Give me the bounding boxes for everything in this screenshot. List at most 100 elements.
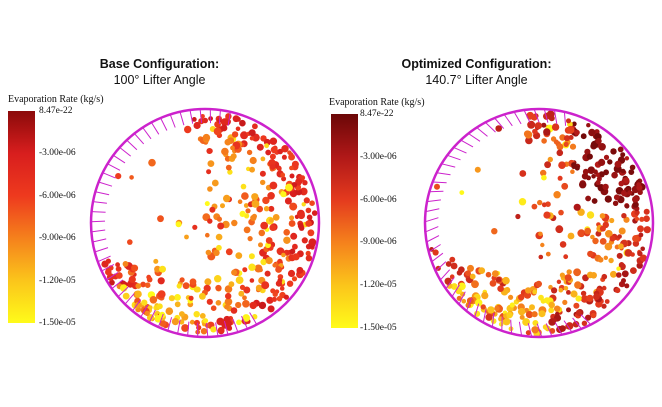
lifter [241, 315, 248, 330]
particle [249, 136, 255, 141]
particle [206, 298, 213, 305]
particle [296, 266, 304, 274]
colorbar-tick-label: 8.47e-22 [39, 106, 73, 116]
particle [495, 125, 502, 132]
particle [603, 169, 609, 176]
lifter [249, 312, 258, 325]
lifter [545, 323, 553, 337]
particle [605, 230, 613, 238]
particle [283, 236, 291, 244]
lifter [494, 117, 505, 129]
lifter [424, 217, 439, 223]
particle [249, 278, 255, 283]
particle [144, 310, 150, 317]
particle [590, 234, 595, 240]
particle [223, 194, 231, 203]
lifter [503, 114, 513, 127]
particle [525, 330, 531, 336]
panel-title-line1: Base Configuration: [99, 57, 220, 71]
lifter [460, 139, 474, 148]
particle [309, 200, 315, 206]
lifter [536, 323, 543, 338]
lifter [468, 133, 481, 142]
particle [585, 195, 591, 202]
particle [159, 319, 167, 327]
particle [556, 279, 562, 284]
particle [632, 201, 639, 208]
particle [246, 149, 253, 156]
particle [258, 229, 266, 237]
particle [204, 201, 210, 207]
colorbar-tick-label: 8.47e-22 [360, 109, 394, 119]
particle [616, 266, 621, 271]
particle [540, 169, 547, 177]
lifter [432, 181, 447, 184]
particle [566, 125, 575, 134]
particle [489, 280, 497, 287]
particle [574, 129, 580, 136]
lifter [426, 235, 440, 243]
particle [566, 269, 572, 275]
particle [558, 287, 564, 293]
particle [221, 147, 229, 156]
particle [614, 287, 621, 294]
particle [624, 249, 633, 257]
particle [548, 284, 553, 290]
panel-title-line2: 140.7° Lifter Angle [425, 73, 528, 87]
particle [553, 191, 561, 199]
particle [610, 270, 617, 278]
colorbar-label: Evaporation Rate (kg/s) [329, 97, 425, 108]
particle [146, 276, 153, 283]
colorbar-tick-label: -9.00e-06 [360, 237, 397, 248]
lifter [169, 114, 176, 128]
particle [153, 258, 159, 264]
particle [236, 319, 242, 326]
particle [577, 208, 585, 216]
particle [285, 183, 293, 192]
particle [611, 171, 618, 179]
particle [498, 321, 504, 327]
particle [288, 152, 294, 157]
particle [581, 320, 588, 326]
particle [249, 156, 257, 165]
particle [566, 290, 571, 295]
lifter [98, 181, 113, 187]
lifter [453, 146, 467, 154]
particle [243, 203, 249, 208]
particle [239, 210, 246, 217]
particle [301, 237, 308, 244]
particle [469, 273, 476, 280]
particle [603, 255, 608, 260]
lifter [199, 109, 203, 124]
lifter [518, 321, 523, 336]
lifter [113, 154, 126, 164]
lifter [142, 127, 152, 140]
particle [241, 192, 249, 200]
particle [518, 198, 527, 206]
particle [224, 298, 233, 306]
particle [227, 169, 233, 175]
particle [618, 180, 625, 187]
particle [527, 120, 536, 129]
particle [624, 203, 630, 209]
particle [175, 221, 182, 228]
particle [256, 143, 264, 151]
particle [525, 311, 534, 319]
particle [475, 299, 483, 307]
panel-title-line1: Optimized Configuration: [401, 57, 552, 71]
particle [623, 216, 630, 223]
particle [538, 231, 543, 237]
particle [543, 297, 550, 304]
particle [165, 307, 174, 315]
colorbar-tick-label: -1.20e-05 [360, 280, 397, 291]
particle [547, 156, 553, 163]
particle [597, 257, 604, 263]
particle [621, 270, 629, 278]
particle [272, 291, 278, 297]
lifter [476, 127, 488, 137]
particle [256, 205, 263, 213]
particle [570, 169, 575, 174]
particle [260, 258, 267, 266]
particle [548, 307, 555, 314]
particle [556, 143, 564, 151]
